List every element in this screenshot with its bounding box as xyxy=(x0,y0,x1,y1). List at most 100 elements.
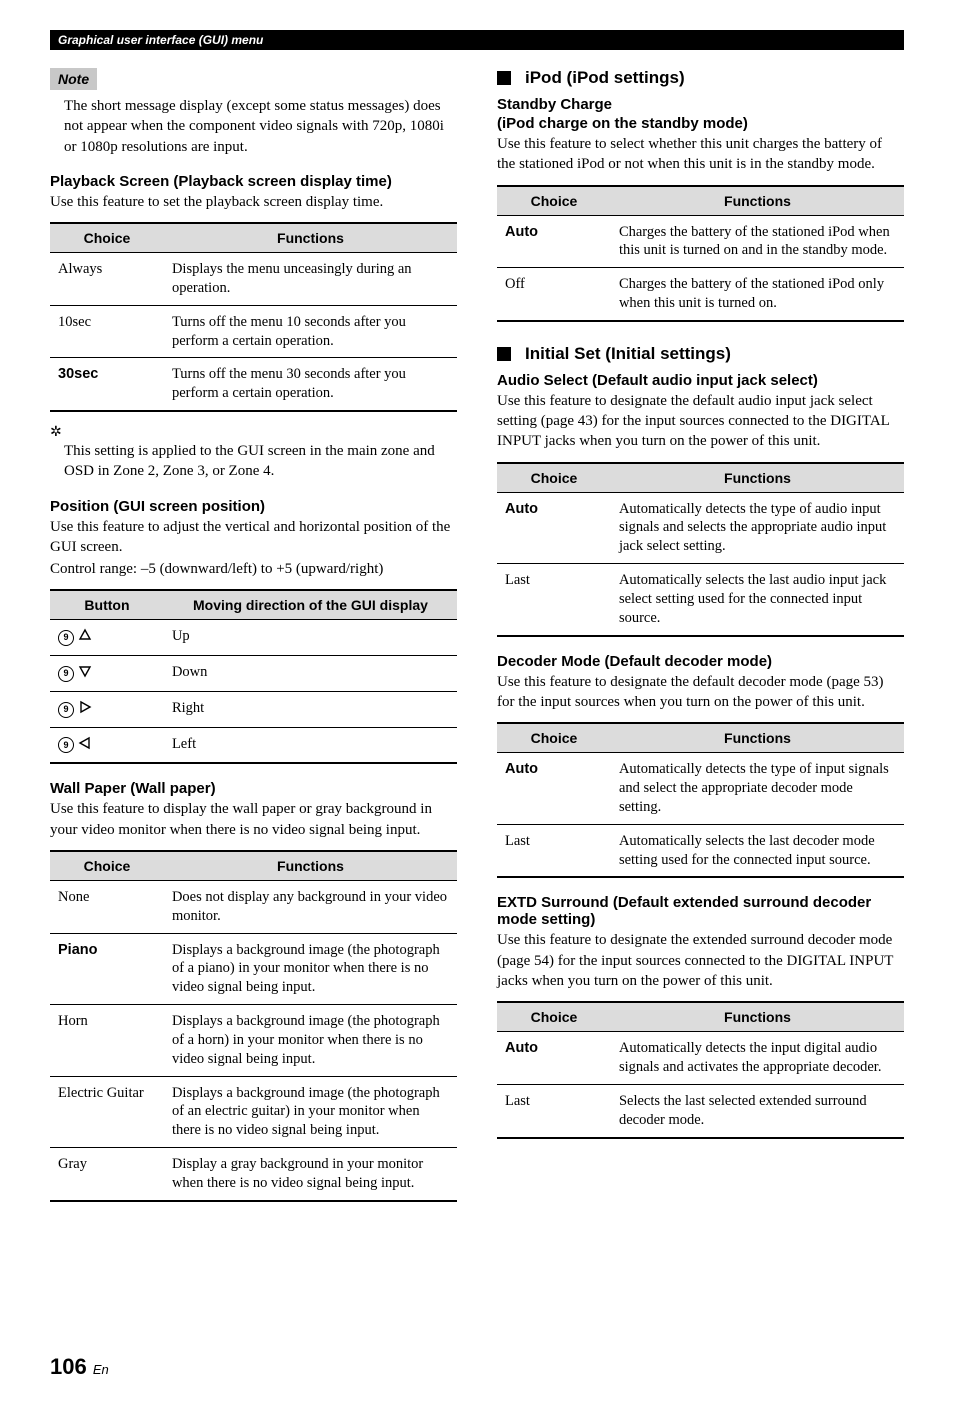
function-cell: Displays a background image (the photogr… xyxy=(164,1005,457,1077)
extd-tbody: AutoAutomatically detects the input digi… xyxy=(497,1032,904,1138)
position-table: Button Moving direction of the GUI displ… xyxy=(50,589,457,764)
table-row: 10secTurns off the menu 10 seconds after… xyxy=(50,305,457,358)
header-bar: Graphical user interface (GUI) menu xyxy=(50,30,904,50)
choice-cell: None xyxy=(50,880,164,933)
table-row: 30secTurns off the menu 30 seconds after… xyxy=(50,358,457,411)
choice-cell: Last xyxy=(497,564,611,636)
audio-select-heading: Audio Select (Default audio input jack s… xyxy=(497,372,904,389)
choice-cell: Auto xyxy=(497,492,611,564)
cursor-right-icon: 9 xyxy=(58,700,92,720)
button-cell: 9 xyxy=(50,691,164,727)
button-cell: 9 xyxy=(50,656,164,692)
th-choice: Choice xyxy=(50,851,164,881)
choice-cell: Electric Guitar xyxy=(50,1076,164,1148)
choice-cell: Auto xyxy=(497,753,611,825)
extd-table: Choice Functions AutoAutomatically detec… xyxy=(497,1001,904,1138)
audio-select-tbody: AutoAutomatically detects the type of au… xyxy=(497,492,904,636)
function-cell: Selects the last selected extended surro… xyxy=(611,1084,904,1137)
button-cell: 9 xyxy=(50,727,164,763)
function-cell: Turns off the menu 10 seconds after you … xyxy=(164,305,457,358)
choice-cell: Always xyxy=(50,253,164,306)
table-row: GrayDisplay a gray background in your mo… xyxy=(50,1148,457,1201)
wallpaper-desc: Use this feature to display the wall pap… xyxy=(50,799,457,840)
choice-cell: 10sec xyxy=(50,305,164,358)
table-row: LastAutomatically selects the last decod… xyxy=(497,824,904,877)
th-button: Button xyxy=(50,590,164,620)
table-row: AlwaysDisplays the menu unceasingly duri… xyxy=(50,253,457,306)
choice-cell: 30sec xyxy=(50,358,164,411)
wallpaper-table: Choice Functions NoneDoes not display an… xyxy=(50,850,457,1202)
th-choice: Choice xyxy=(50,223,164,253)
tip-text: This setting is applied to the GUI scree… xyxy=(64,441,457,482)
function-cell: Displays the menu unceasingly during an … xyxy=(164,253,457,306)
choice-cell: Auto xyxy=(497,215,611,268)
cursor-up-icon: 9 xyxy=(58,628,92,648)
page-num-suffix: En xyxy=(93,1362,109,1377)
table-row: NoneDoes not display any background in y… xyxy=(50,880,457,933)
table-row: PianoDisplays a background image (the ph… xyxy=(50,933,457,1005)
function-cell: Does not display any background in your … xyxy=(164,880,457,933)
th-functions: Functions xyxy=(611,463,904,493)
th-choice: Choice xyxy=(497,186,611,216)
th-functions: Functions xyxy=(611,186,904,216)
cursor-left-icon: 9 xyxy=(58,736,92,756)
th-choice: Choice xyxy=(497,463,611,493)
square-icon xyxy=(497,347,511,361)
function-cell: Automatically selects the last decoder m… xyxy=(611,824,904,877)
cursor-down-icon: 9 xyxy=(58,664,92,684)
position-desc2: Control range: –5 (downward/left) to +5 … xyxy=(50,559,457,579)
ipod-heading: iPod (iPod settings) xyxy=(497,68,904,88)
table-row: 9 Down xyxy=(50,656,457,692)
note-text: The short message display (except some s… xyxy=(64,96,457,157)
choice-cell: Gray xyxy=(50,1148,164,1201)
table-row: AutoAutomatically detects the input digi… xyxy=(497,1032,904,1085)
th-choice: Choice xyxy=(497,723,611,753)
ipod-desc: Use this feature to select whether this … xyxy=(497,134,904,175)
th-moving: Moving direction of the GUI display xyxy=(164,590,457,620)
direction-cell: Down xyxy=(164,656,457,692)
ipod-heading-text: iPod (iPod settings) xyxy=(525,68,685,88)
table-row: OffCharges the battery of the stationed … xyxy=(497,268,904,321)
ipod-tbody: AutoCharges the battery of the stationed… xyxy=(497,215,904,321)
position-tbody: 9Up9Down9Right9Left xyxy=(50,620,457,764)
function-cell: Charges the battery of the stationed iPo… xyxy=(611,215,904,268)
direction-cell: Up xyxy=(164,620,457,656)
function-cell: Automatically detects the input digital … xyxy=(611,1032,904,1085)
tip-icon: ✲ xyxy=(50,424,457,441)
decoder-mode-heading: Decoder Mode (Default decoder mode) xyxy=(497,653,904,670)
initial-heading: Initial Set (Initial settings) xyxy=(497,344,904,364)
table-row: HornDisplays a background image (the pho… xyxy=(50,1005,457,1077)
choice-cell: Auto xyxy=(497,1032,611,1085)
table-row: AutoCharges the battery of the stationed… xyxy=(497,215,904,268)
left-column: Note The short message display (except s… xyxy=(50,68,457,1214)
table-row: Electric GuitarDisplays a background ima… xyxy=(50,1076,457,1148)
table-row: 9Right xyxy=(50,691,457,727)
function-cell: Automatically selects the last audio inp… xyxy=(611,564,904,636)
choice-cell: Last xyxy=(497,824,611,877)
direction-cell: Left xyxy=(164,727,457,763)
position-desc1: Use this feature to adjust the vertical … xyxy=(50,517,457,558)
page-num-value: 106 xyxy=(50,1354,87,1379)
note-label: Note xyxy=(50,68,97,90)
standby-charge-heading: Standby Charge xyxy=(497,96,904,113)
button-cell: 9 xyxy=(50,620,164,656)
table-row: 9 Left xyxy=(50,727,457,763)
choice-cell: Piano xyxy=(50,933,164,1005)
decoder-mode-desc: Use this feature to designate the defaul… xyxy=(497,672,904,713)
function-cell: Automatically detects the type of audio … xyxy=(611,492,904,564)
table-row: LastAutomatically selects the last audio… xyxy=(497,564,904,636)
audio-select-desc: Use this feature to designate the defaul… xyxy=(497,391,904,452)
function-cell: Charges the battery of the stationed iPo… xyxy=(611,268,904,321)
th-choice: Choice xyxy=(497,1002,611,1032)
choice-cell: Last xyxy=(497,1084,611,1137)
playback-desc: Use this feature to set the playback scr… xyxy=(50,192,457,212)
extd-desc: Use this feature to designate the extend… xyxy=(497,930,904,991)
wallpaper-heading: Wall Paper (Wall paper) xyxy=(50,780,457,797)
standby-charge-sub: (iPod charge on the standby mode) xyxy=(497,115,904,132)
table-row: 9 Up xyxy=(50,620,457,656)
decoder-mode-table: Choice Functions AutoAutomatically detec… xyxy=(497,722,904,878)
table-row: AutoAutomatically detects the type of au… xyxy=(497,492,904,564)
playback-heading: Playback Screen (Playback screen display… xyxy=(50,173,457,190)
initial-heading-text: Initial Set (Initial settings) xyxy=(525,344,731,364)
playback-table: Choice Functions AlwaysDisplays the menu… xyxy=(50,222,457,412)
